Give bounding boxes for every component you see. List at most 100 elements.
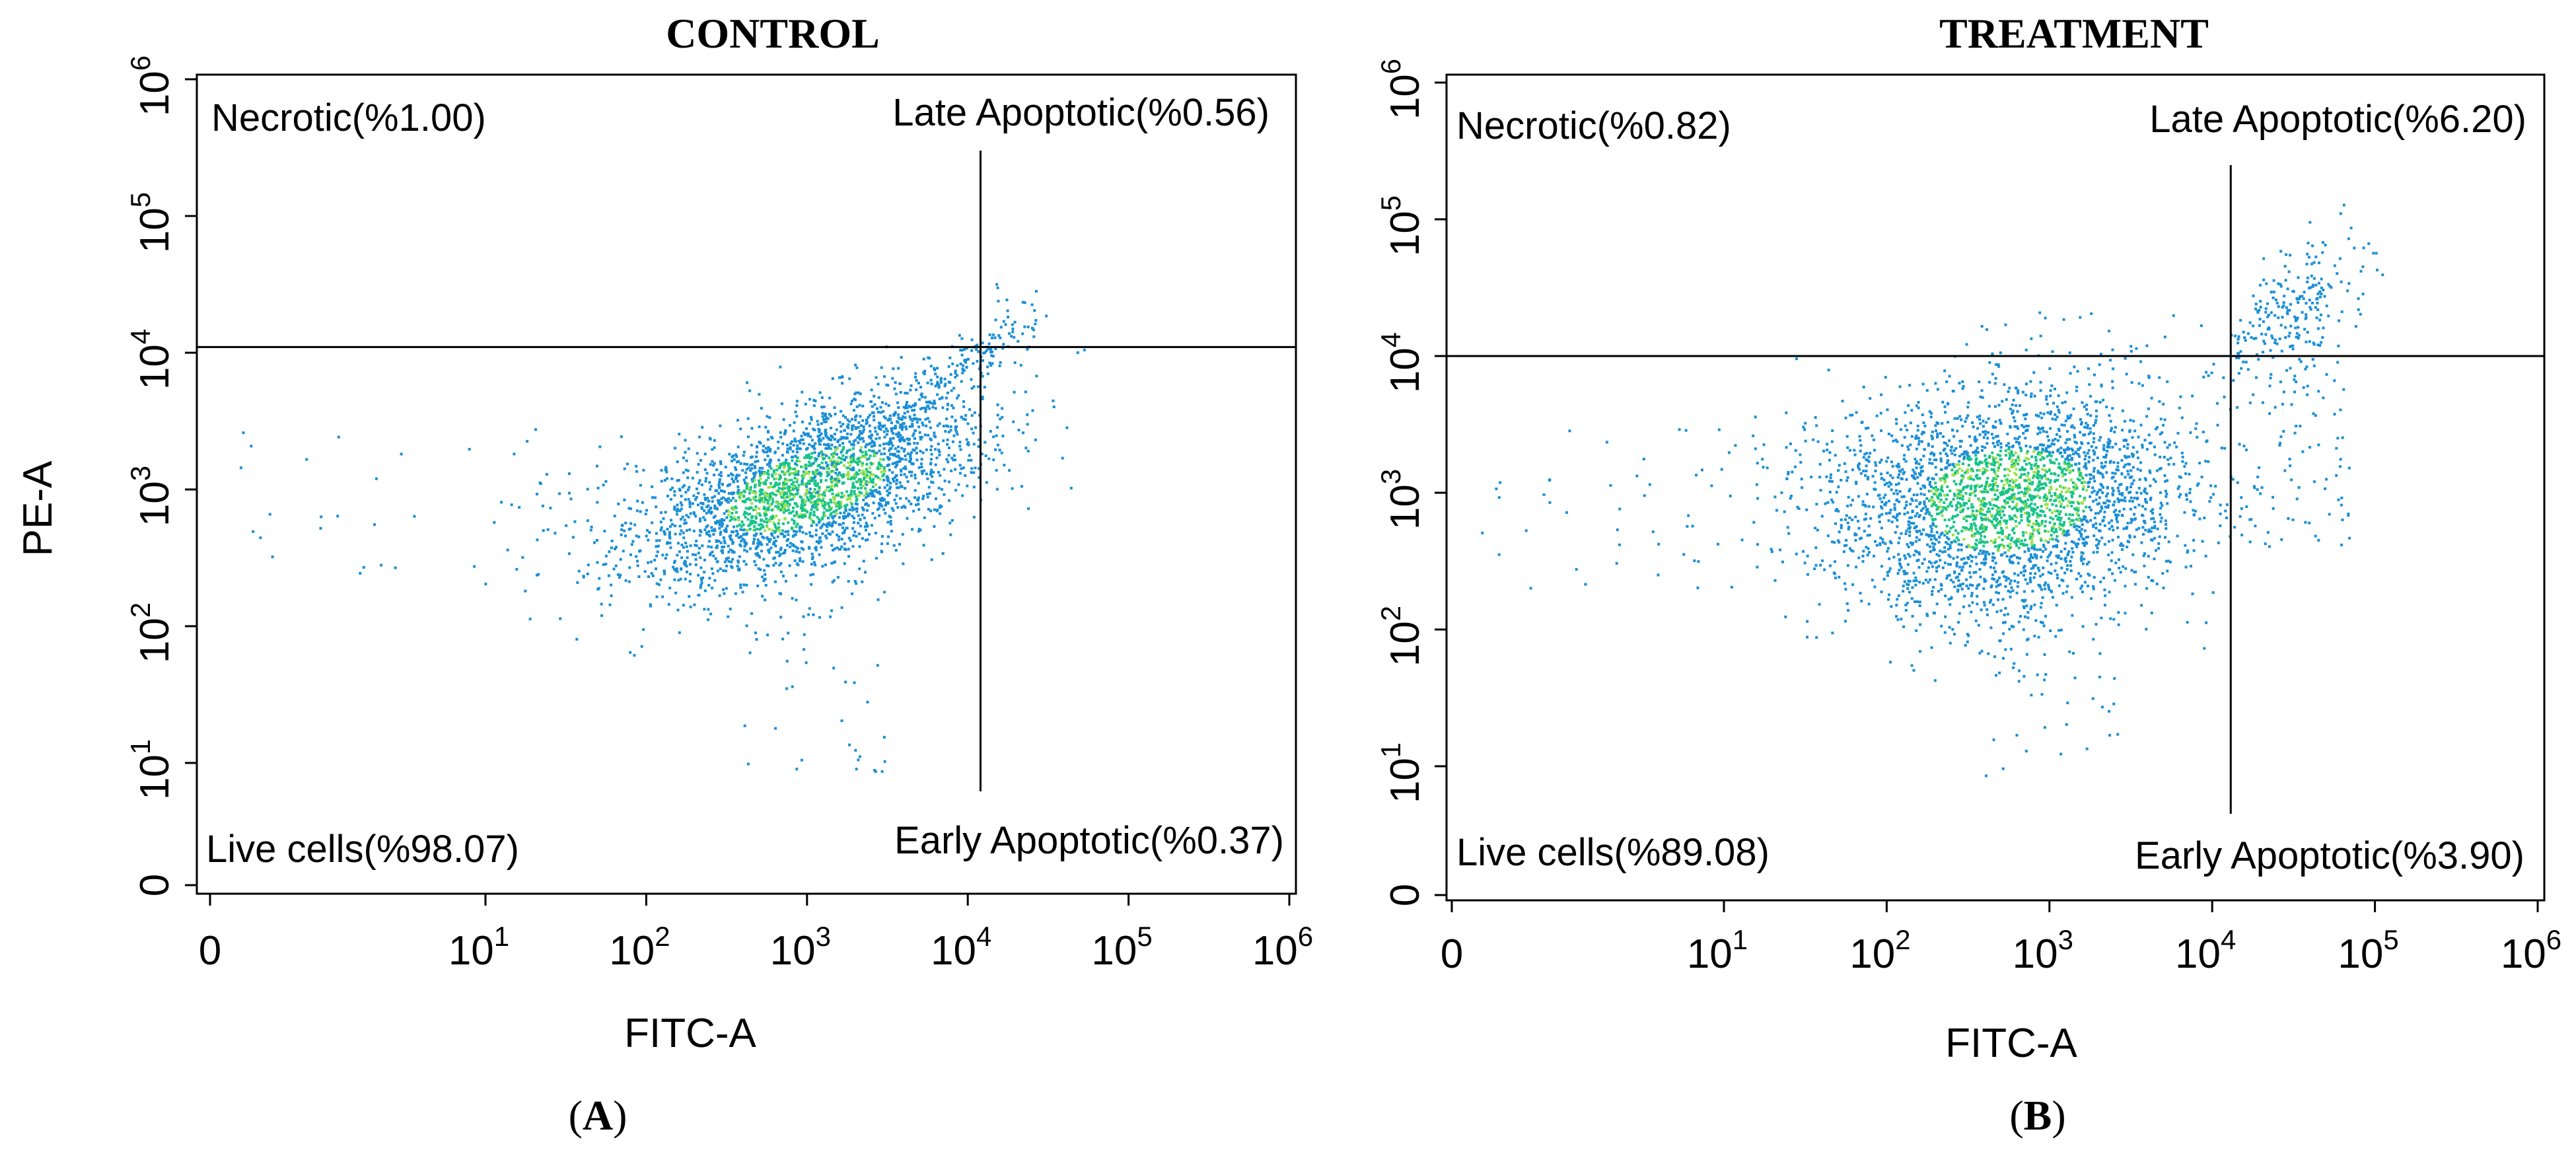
panel-a-event-dot [841,476,844,479]
panel-b-event-dot [1866,554,1869,557]
panel-a-event-dot [819,466,822,469]
panel-a-event-dot [813,482,816,486]
panel-a-event-dot [812,491,815,494]
panel-a-event-dot [812,511,816,513]
panel-a-event-dot [749,463,752,466]
panel-a-event-dot [545,473,548,476]
panel-a-event-dot [994,347,997,350]
panel-b-event-dot [1807,573,1809,576]
panel-b-event-dot [1984,505,1987,508]
panel-a-event-dot [764,498,767,501]
panel-b-event-dot [1937,488,1939,491]
panel-b-event-dot [1941,476,1945,480]
panel-b-event-dot [2069,478,2073,482]
panel-b-event-dot [1915,466,1918,470]
panel-b-event-dot [1931,477,1934,480]
panel-b-event-dot [2053,499,2056,503]
panel-b-event-dot [1984,503,1987,506]
panel-b-event-dot [2094,446,2098,449]
panel-a-event-dot [889,522,892,526]
panel-a-event-dot [826,474,829,478]
panel-a-x-ticks: 0 101 102 103 104 105 106 [199,894,1313,974]
panel-a-event-dot [742,450,746,454]
panel-b-event-dot [1983,470,1986,474]
panel-a-event-dot [875,376,878,379]
panel-a-event-dot [840,491,843,495]
panel-b-event-dot [2131,452,2133,456]
panel-b-event-dot [1929,578,1931,581]
panel-a-event-dot [589,528,592,532]
panel-b-event-dot [2019,507,2022,511]
panel-a-event-dot [683,563,686,566]
panel-a-event-dot [775,464,779,468]
panel-b-event-dot [1974,435,1977,439]
panel-a-event-dot [820,450,823,453]
panel-b-event-dot [2143,490,2147,493]
panel-a-event-dot [926,405,929,408]
panel-b-event-dot [1965,584,1968,587]
panel-b-event-dot [1995,363,1998,366]
panel-a-event-dot [837,456,840,459]
panel-b-event-dot [1873,487,1876,491]
panel-a-event-dot [734,453,738,456]
panel-a-event-dot [850,494,853,497]
panel-a-event-dot [802,470,805,474]
panel-b-event-dot [1869,452,1872,455]
panel-a-event-dot [726,524,729,528]
panel-a-event-dot [857,472,860,476]
panel-b-event-dot [2042,412,2046,415]
panel-b-event-dot [2019,542,2022,546]
panel-a-event-dot [960,353,964,357]
panel-a-event-dot [795,530,798,533]
panel-b-event-dot [1994,561,1997,565]
panel-b-event-dot [2091,491,2094,494]
panel-b-event-dot [2006,612,2009,616]
panel-a-event-dot [915,452,918,454]
panel-b-event-dot [2067,550,2071,554]
panel-a-event-dot [867,457,871,460]
panel-b-event-dot [2023,615,2026,618]
panel-a-event-dot [781,532,784,536]
panel-b-event-dot [1981,396,1984,399]
panel-b-event-dot [1888,540,1892,543]
panel-a-event-dot [830,470,834,473]
panel-b-event-dot [1981,552,1984,555]
panel-a-event-dot [801,420,804,423]
panel-a-event-dot [655,505,658,509]
panel-b-event-dot [1995,509,1999,512]
panel-a-event-dot [676,570,679,573]
panel-a-event-dot [891,462,894,466]
panel-a-event-dot [851,428,854,431]
panel-b-event-dot [1977,624,1980,627]
panel-a-event-dot [898,426,902,429]
panel-b-event-dot [1835,491,1838,494]
panel-b-event-dot [1991,352,1994,355]
panel-a-event-dot [964,361,967,364]
panel-b-event-dot [2109,617,2112,620]
panel-a-event-dot [888,417,891,421]
panel-a-event-dot [917,530,920,533]
panel-b-event-dot [2028,504,2031,507]
panel-b-event-dot [2011,517,2014,521]
panel-b-event-dot [1773,495,1777,499]
panel-a-event-dot [764,491,767,494]
panel-a-event-dot [539,482,542,486]
panel-a-event-dot [816,495,820,498]
panel-a-event-dot [761,488,764,491]
panel-b-event-dot [2018,483,2021,486]
panel-b-plot-frame [1445,73,2546,902]
panel-a-event-dot [663,532,666,535]
panel-a-event-dot [779,431,782,434]
panel-a-event-dot [744,507,748,510]
panel-a-event-dot [836,503,839,506]
panel-b-event-dot [2024,578,2027,581]
panel-a-event-dot [645,509,648,512]
panel-b-event-dot [2073,488,2076,491]
panel-a-event-dot [906,480,910,484]
panel-a-event-dot [782,483,785,486]
panel-b-event-dot [2144,528,2147,532]
panel-a-event-dot [742,523,745,526]
panel-b-event-dot [1898,569,1901,572]
panel-b-event-dot [1967,464,1970,467]
panel-a-event-dot [841,481,845,484]
